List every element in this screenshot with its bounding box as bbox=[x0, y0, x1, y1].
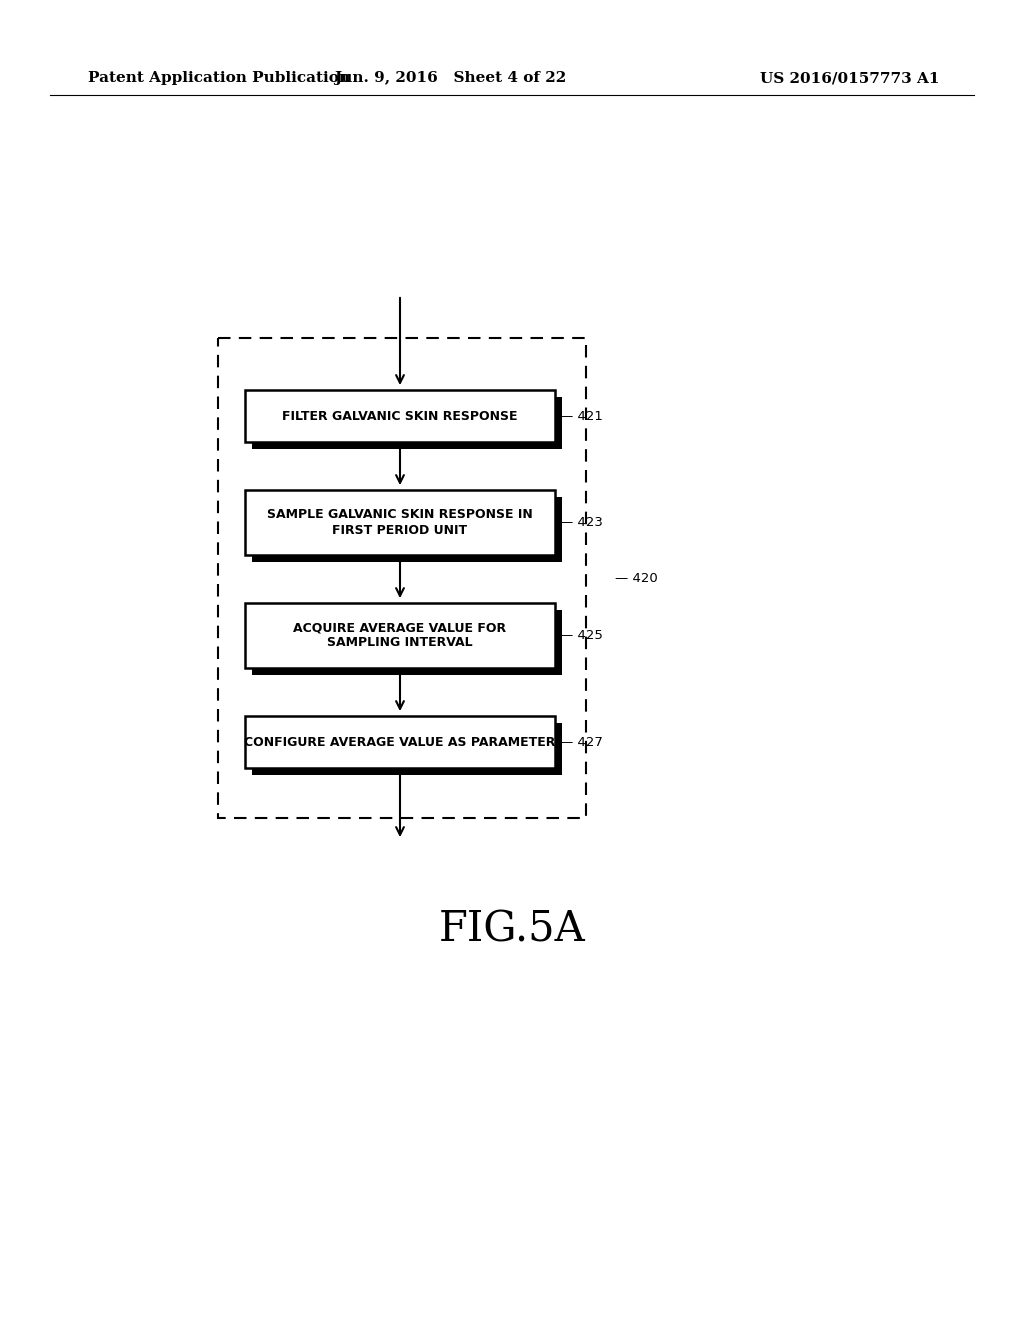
Bar bbox=[218, 338, 586, 818]
Bar bbox=[245, 389, 555, 442]
Bar bbox=[245, 490, 555, 554]
Text: ACQUIRE AVERAGE VALUE FOR
SAMPLING INTERVAL: ACQUIRE AVERAGE VALUE FOR SAMPLING INTER… bbox=[294, 622, 507, 649]
Text: — 425: — 425 bbox=[560, 630, 603, 642]
Text: — 421: — 421 bbox=[560, 409, 603, 422]
Bar bbox=[252, 498, 562, 562]
Bar bbox=[252, 610, 562, 675]
Text: FIG.5A: FIG.5A bbox=[438, 909, 586, 950]
Bar bbox=[245, 603, 555, 668]
Text: — 427: — 427 bbox=[560, 735, 603, 748]
Text: SAMPLE GALVANIC SKIN RESPONSE IN
FIRST PERIOD UNIT: SAMPLE GALVANIC SKIN RESPONSE IN FIRST P… bbox=[267, 508, 532, 536]
Text: — 423: — 423 bbox=[560, 516, 603, 529]
Bar bbox=[252, 723, 562, 775]
Text: — 420: — 420 bbox=[615, 572, 657, 585]
Text: US 2016/0157773 A1: US 2016/0157773 A1 bbox=[761, 71, 940, 84]
Text: CONFIGURE AVERAGE VALUE AS PARAMETER: CONFIGURE AVERAGE VALUE AS PARAMETER bbox=[245, 735, 556, 748]
Text: Jun. 9, 2016   Sheet 4 of 22: Jun. 9, 2016 Sheet 4 of 22 bbox=[334, 71, 566, 84]
Bar bbox=[245, 715, 555, 768]
Text: Patent Application Publication: Patent Application Publication bbox=[88, 71, 350, 84]
Bar bbox=[252, 397, 562, 449]
Text: FILTER GALVANIC SKIN RESPONSE: FILTER GALVANIC SKIN RESPONSE bbox=[283, 409, 518, 422]
